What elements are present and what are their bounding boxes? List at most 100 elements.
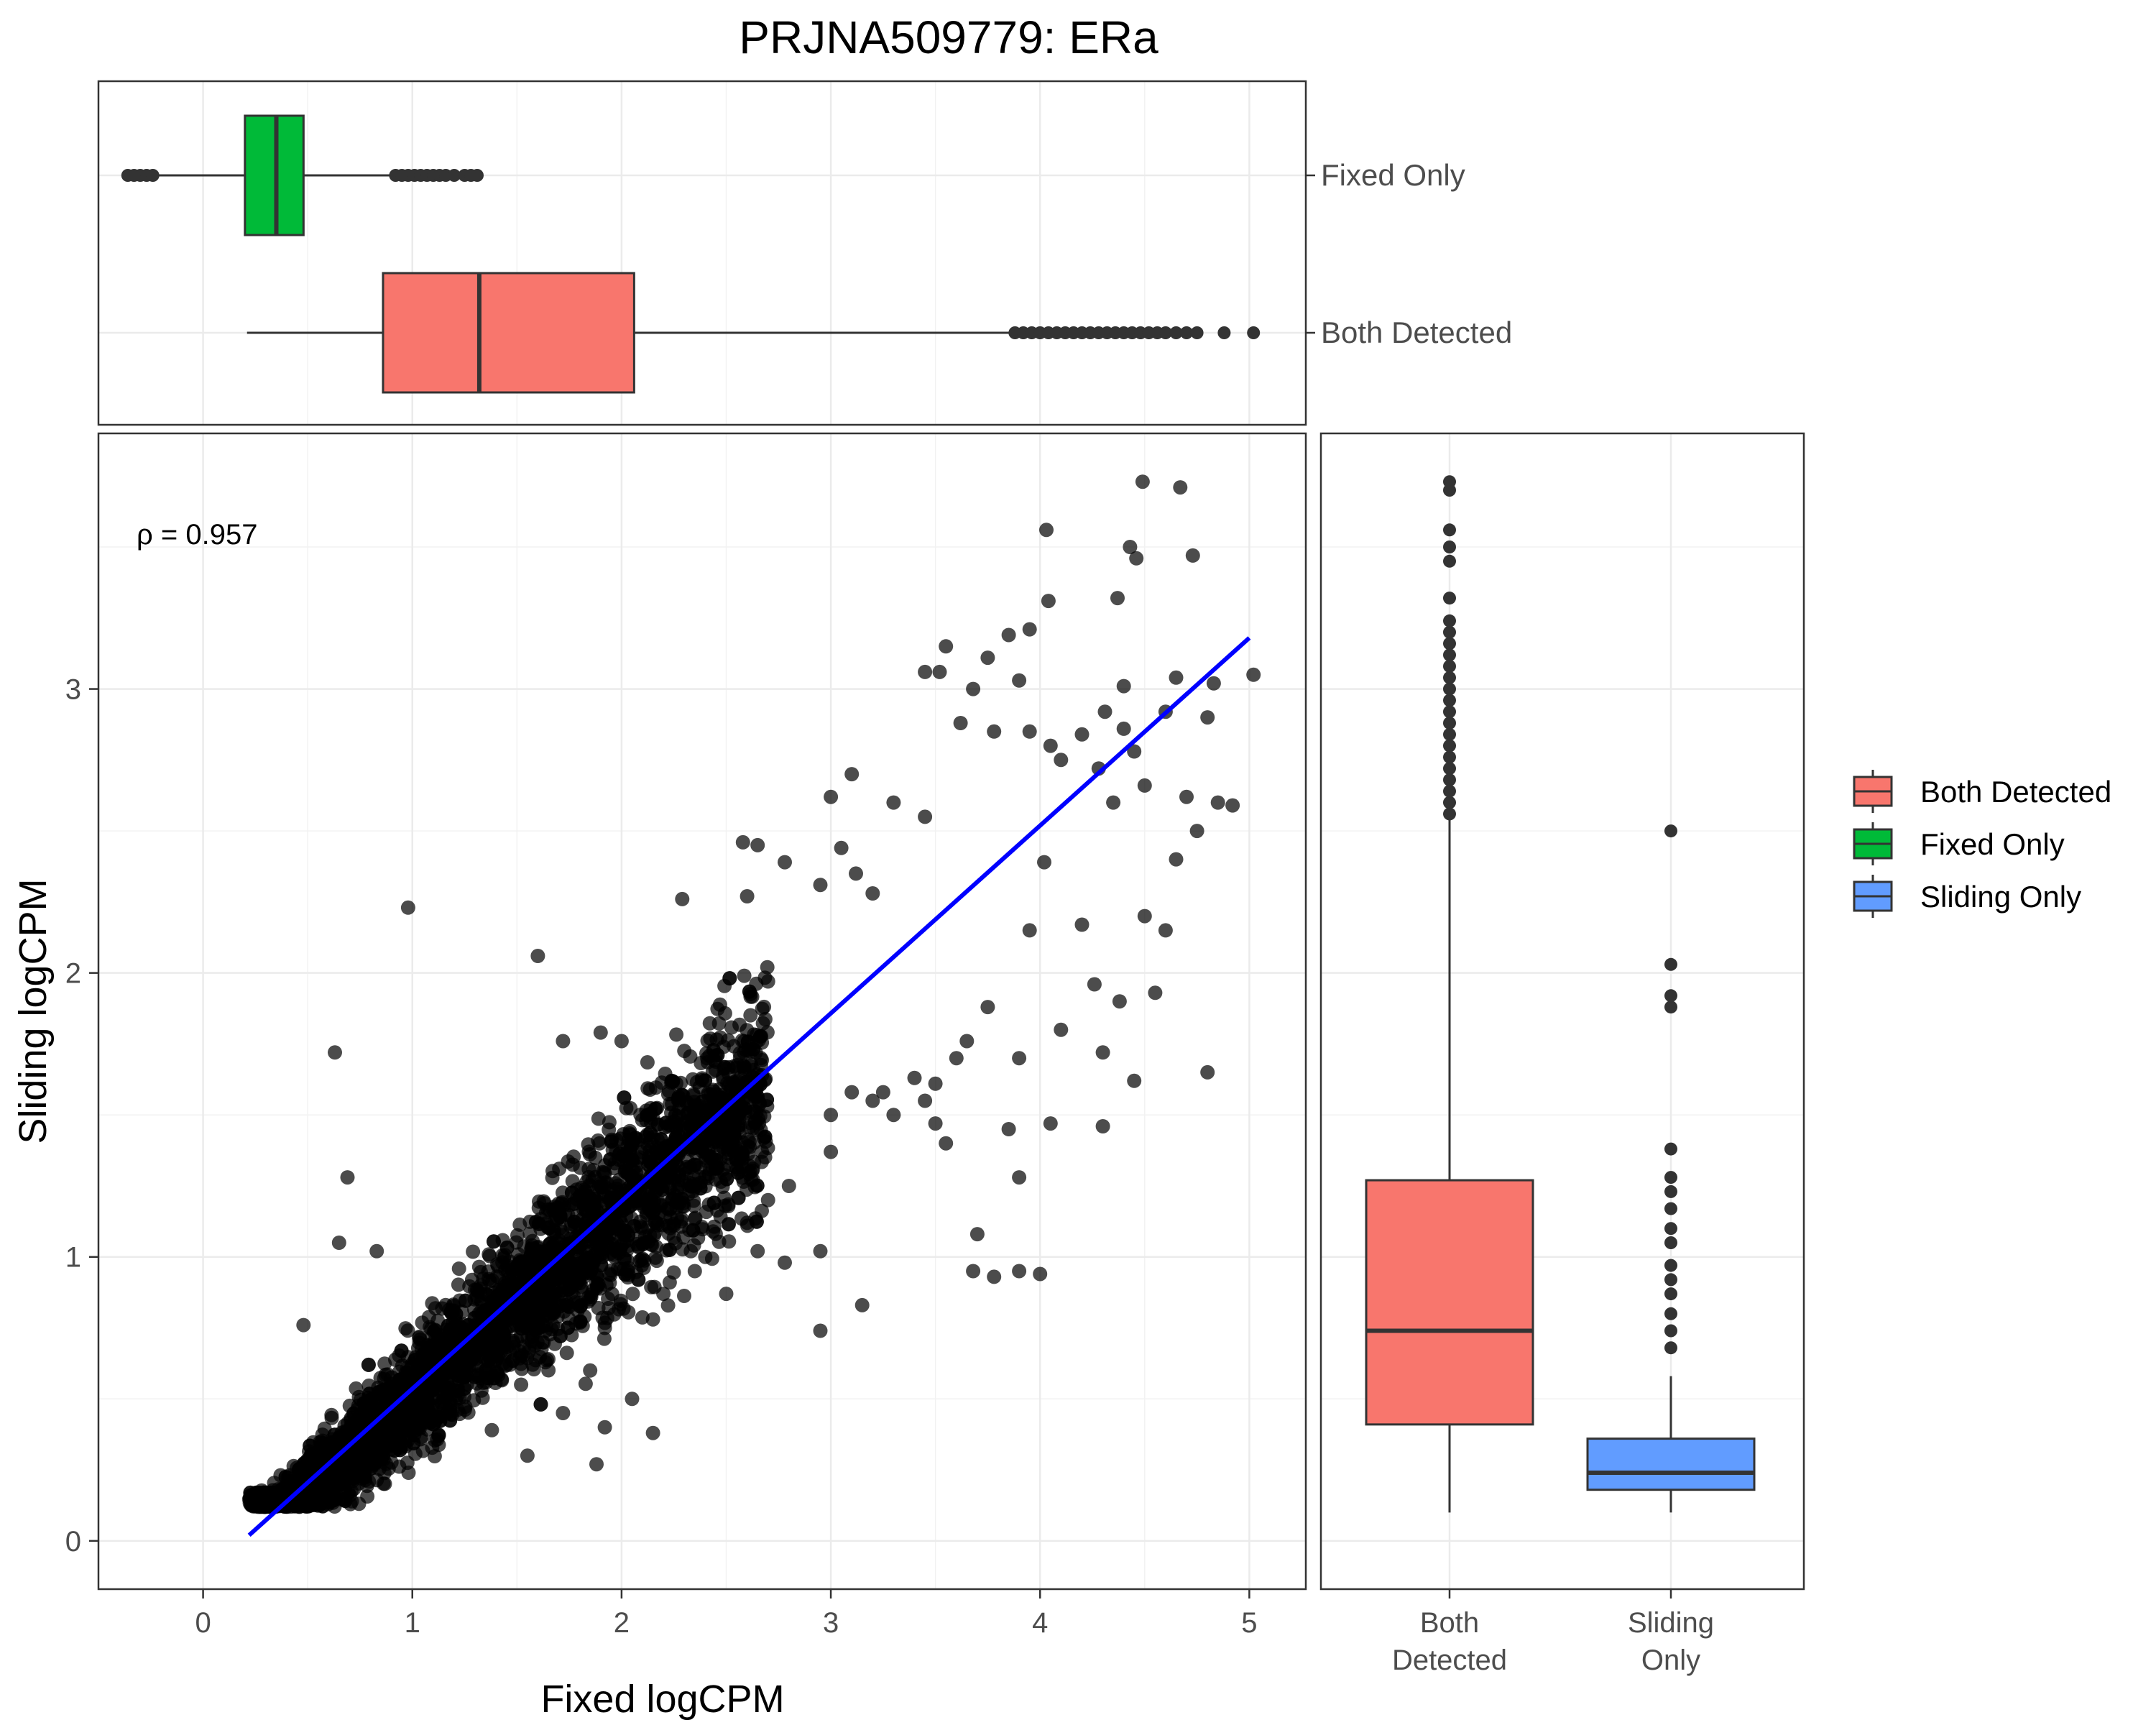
scatter-point [730, 1057, 745, 1072]
scatter-point [394, 1343, 409, 1358]
main-x-ticks: 0 1 2 3 4 5 [195, 1589, 1258, 1639]
scatter-point [491, 1270, 506, 1284]
scatter-point [729, 1152, 744, 1167]
right-outlier [1443, 694, 1456, 707]
scatter-point [489, 1289, 505, 1305]
scatter-point [865, 1093, 880, 1108]
scatter-point [497, 1337, 512, 1352]
scatter-point [578, 1376, 593, 1392]
scatter-point [886, 1108, 901, 1123]
scatter-point [1022, 724, 1037, 739]
scatter-point [640, 1055, 655, 1070]
right-outlier [1443, 796, 1456, 809]
scatter-point [966, 681, 981, 696]
scatter-point [445, 1359, 460, 1374]
scatter-point [706, 1090, 721, 1105]
scatter-point [590, 1269, 605, 1284]
scatter-point [466, 1393, 482, 1408]
right-x-tick-label: Both [1420, 1607, 1479, 1639]
scatter-point [721, 1199, 736, 1214]
scatter-point [1137, 908, 1152, 924]
scatter-point [1169, 670, 1184, 685]
scatter-point [1087, 977, 1102, 992]
scatter-point [987, 1269, 1002, 1284]
scatter-point [1054, 1022, 1069, 1037]
scatter-point [380, 1381, 395, 1397]
scatter-point [625, 1392, 640, 1407]
scatter-point [451, 1277, 466, 1292]
scatter-point [645, 1425, 660, 1440]
scatter-point [684, 1179, 699, 1194]
scatter-point [1148, 985, 1163, 1000]
scatter-point [401, 1466, 416, 1480]
scatter-point [363, 1393, 378, 1408]
scatter-point [959, 1034, 975, 1049]
x-axis-title: Fixed logCPM [540, 1678, 784, 1721]
scatter-point [681, 1105, 696, 1121]
scatter-point [559, 1346, 574, 1361]
scatter-point [515, 1361, 529, 1376]
scatter-point [949, 1051, 964, 1066]
scatter-point [451, 1261, 466, 1276]
scatter-point [581, 1169, 596, 1184]
right-outlier [1664, 1259, 1677, 1272]
scatter-point [407, 1353, 423, 1368]
scatter-point [1137, 778, 1152, 793]
scatter-point [1112, 994, 1127, 1009]
scatter-point [865, 886, 880, 901]
scatter-point [1200, 710, 1215, 725]
scatter-point [586, 1192, 602, 1207]
scatter-point [553, 1328, 568, 1343]
scatter-point [483, 1330, 498, 1344]
scatter-point [731, 1165, 746, 1180]
right-outlier [1443, 625, 1456, 639]
scatter-point [361, 1357, 376, 1372]
scatter-point [643, 1155, 658, 1170]
scatter-point [719, 1287, 734, 1302]
scatter-point [564, 1185, 579, 1200]
scatter-point [545, 1170, 560, 1185]
scatter-point [1106, 795, 1121, 810]
scatter-point [602, 1122, 617, 1137]
scatter-point [545, 1306, 561, 1320]
scatter-point [597, 1320, 612, 1335]
scatter-point [584, 1287, 599, 1302]
scatter-point [592, 1236, 607, 1251]
scatter-point [1123, 540, 1138, 554]
scatter-point [472, 1335, 487, 1351]
x-tick-label: 4 [1032, 1607, 1048, 1639]
scatter-point [617, 1090, 632, 1105]
scatter-point [377, 1476, 392, 1491]
scatter-point [443, 1305, 459, 1320]
scatter-point [687, 1264, 702, 1279]
top-panel-border [97, 80, 1307, 426]
scatter-point [502, 1271, 517, 1286]
scatter-point [1127, 744, 1142, 759]
scatter-point [392, 1372, 407, 1387]
scatter-point [520, 1448, 535, 1463]
scatter-point [510, 1228, 525, 1243]
scatter-point [471, 1259, 487, 1274]
right-x-tick-label: Detected [1392, 1644, 1507, 1676]
right-outlier [1664, 1341, 1677, 1355]
scatter-point [719, 1172, 734, 1187]
scatter-point [616, 1149, 631, 1164]
scatter-point [539, 1278, 554, 1293]
scatter-point [415, 1315, 430, 1330]
scatter-point [706, 1195, 722, 1210]
scatter-point [282, 1476, 298, 1491]
top-tick-label-both-detected: Both Detected [1321, 316, 1512, 349]
scatter-point [662, 1242, 677, 1257]
scatter-point [420, 1400, 435, 1414]
legend: Both Detected Fixed Only Sliding Only [1853, 770, 2111, 918]
scatter-point [597, 1420, 612, 1435]
scatter-point [407, 1446, 423, 1461]
scatter-point [966, 1264, 981, 1279]
scatter-point [757, 1129, 773, 1144]
scatter-point [499, 1357, 514, 1372]
right-outlier [1664, 989, 1677, 1003]
y-tick-label: 3 [65, 674, 81, 706]
scatter-point [886, 795, 901, 810]
scatter-point [813, 878, 828, 893]
right-outlier [1443, 554, 1456, 568]
